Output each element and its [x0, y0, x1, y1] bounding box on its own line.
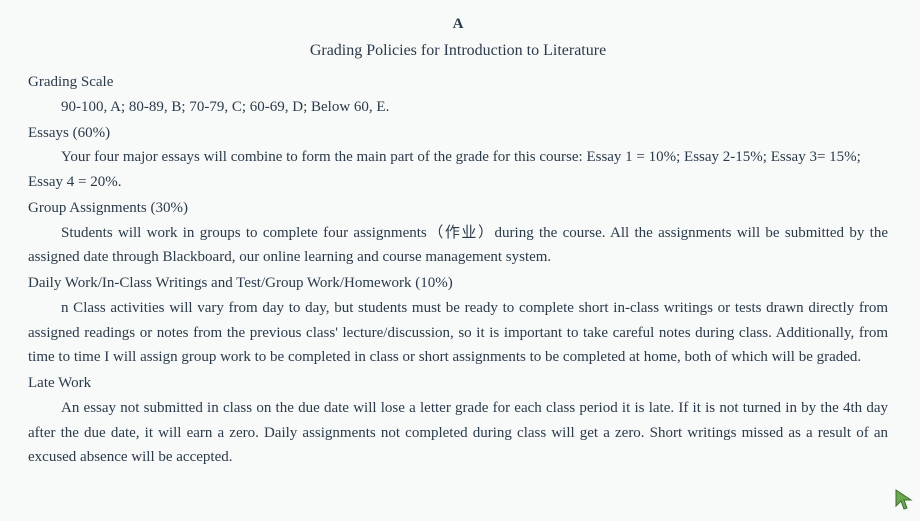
heading-group-assignments: Group Assignments (30%) — [28, 196, 888, 221]
section-letter: A — [28, 12, 888, 37]
para-grading-scale: 90-100, A; 80-89, B; 70-79, C; 60-69, D;… — [28, 95, 888, 120]
cursor-arrow-icon — [894, 488, 914, 512]
para-essays: Your four major essays will combine to f… — [28, 145, 888, 195]
para-late-work: An essay not submitted in class on the d… — [28, 396, 888, 470]
para-group-assignments: Students will work in groups to complete… — [28, 221, 888, 271]
heading-late-work: Late Work — [28, 371, 888, 396]
heading-daily-work: Daily Work/In-Class Writings and Test/Gr… — [28, 271, 888, 296]
document-title: Grading Policies for Introduction to Lit… — [28, 38, 888, 64]
heading-essays: Essays (60%) — [28, 121, 888, 146]
para-daily-work: n Class activities will vary from day to… — [28, 296, 888, 370]
heading-grading-scale: Grading Scale — [28, 70, 888, 95]
